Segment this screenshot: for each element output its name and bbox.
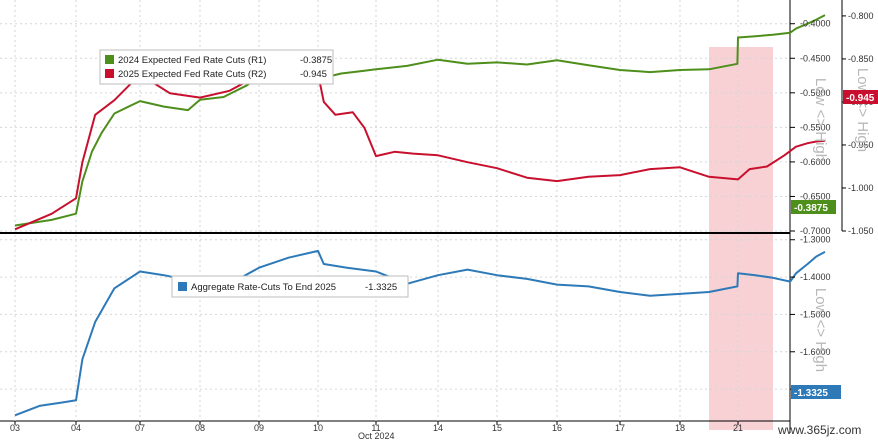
tick-label-r1-top: -0.6500 [800,191,831,201]
series-line-2024-expected-cuts [14,14,826,227]
badge-aggregate-last: -1.3325 [791,385,841,399]
axis-r1-top-label: Low <> High [812,78,829,162]
legend-label-2025: 2025 Expected Fed Rate Cuts (R2) [118,69,266,80]
axis-x: 03 04 07 08 09 10 11 14 15 16 17 18 21 [10,421,743,433]
badge-2025-value: -0.945 [846,93,875,104]
legend-top-box [99,49,334,85]
tick-label-x: 16 [552,423,562,433]
tick-label-x: 21 [733,423,743,433]
legend-swatch-2025 [105,69,114,78]
tick-label-r2-top: -1.050 [848,226,874,236]
tick-label-x: 14 [433,423,443,433]
tick-label-r1-top: -0.4000 [800,19,831,29]
watermark-text: www.365jz.com [777,423,861,437]
tick-label-r2-top: -0.800 [848,11,874,21]
tick-label-r1-top: -0.5500 [800,122,831,132]
legend-swatch-aggregate [178,282,187,291]
tick-label-r1-bottom: -1.6000 [800,347,831,357]
tick-label-x: 11 [371,423,380,433]
tick-label-r1-top: -0.4500 [800,53,831,63]
legend-value-2024: -0.3875 [300,55,332,66]
tick-label-x: 03 [10,423,20,433]
legend-value-2025: -0.945 [300,69,327,80]
x-axis-title: Oct 2024 [358,431,395,441]
legend-label-aggregate: Aggregate Rate-Cuts To End 2025 [191,282,336,293]
tick-label-x: 17 [615,423,625,433]
legend-label-2024: 2024 Expected Fed Rate Cuts (R1) [118,55,266,66]
tick-label-x: 08 [195,423,205,433]
tick-label-r1-top: -0.6000 [800,157,831,167]
axis-r1-bottom-label: Low <> High [812,288,829,372]
series-line-aggregate-cuts [14,249,826,417]
badge-2024-value: -0.3875 [794,203,828,214]
badge-2024-last: -0.3875 [791,200,836,214]
tick-label-r2-top: -0.850 [848,54,874,64]
legend-swatch-2024 [105,55,114,64]
tick-label-r2-top: -0.950 [848,140,874,150]
tick-label-x: 10 [313,423,323,433]
tick-label-r1-bottom: -1.5000 [800,309,831,319]
legend-value-aggregate: -1.3325 [365,282,397,293]
tick-label-r1-top: -0.7000 [800,226,831,236]
tick-label-x: 15 [492,423,502,433]
tick-label-r1-top: -0.5000 [800,88,831,98]
tick-label-x: 09 [254,423,264,433]
recent-period-highlight [709,47,773,430]
series-bottom-panel [14,249,826,417]
tick-label-r2-top: -1.000 [848,183,874,193]
axis-r1-top: -0.7000 -0.6500 -0.6000 -0.5500 -0.5000 -0.45… [790,19,831,236]
badge-aggregate-value: -1.3325 [794,388,828,399]
tick-label-r1-bottom: -1.4000 [800,272,831,282]
tick-label-x: 18 [675,423,685,433]
legend-bottom-box [171,275,409,298]
badge-2025-last: -0.945 [843,90,878,104]
axis-r2-top-label: Low <> High [854,68,871,152]
legend-bottom: Aggregate Rate-Cuts To End 2025 -1.3325 [171,275,409,298]
tick-label-x: 04 [71,423,81,433]
tick-label-x: 07 [135,423,145,433]
tick-label-r1-bottom: -1.3000 [800,235,831,245]
legend-top: 2024 Expected Fed Rate Cuts (R1) -0.3875… [99,49,334,85]
